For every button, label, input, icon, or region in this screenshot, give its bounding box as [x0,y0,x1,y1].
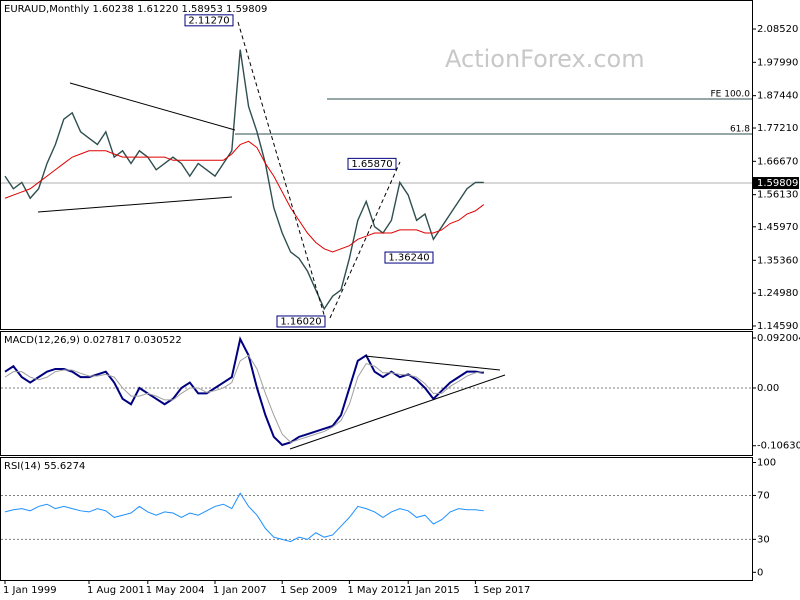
trendline [364,355,501,371]
y-tick-label: 1.35360 [757,255,798,266]
price-label-box [276,315,326,328]
trendline [237,21,326,319]
panel-frame [0,331,753,456]
last-price-box [753,177,799,190]
x-tick-label: 1 May 2012 [347,585,406,596]
panel-title: RSI(14) 55.6274 [4,461,85,472]
price-label: 1.36240 [388,253,429,264]
x-tick-label: 1 Sep 2009 [280,585,337,596]
price-label-box [347,157,397,170]
series-line [4,336,484,447]
x-tick-label: 1 Jan 2007 [213,585,267,596]
price-label: 1.16020 [280,316,321,327]
panel-frame [0,457,753,581]
x-tick-label: 1 Jan 2015 [406,585,460,596]
panel-frame [0,0,753,330]
y-tick-label: 70 [757,490,770,501]
watermark: ActionForex.com [445,45,645,73]
series-line [4,140,485,253]
price-label-box [384,251,434,264]
y-tick-label: 1.97990 [757,57,798,68]
y-tick-label: 100 [757,457,776,468]
series-line [4,49,484,311]
trendline [37,196,233,213]
x-tick-label: 1 Jan 1999 [3,585,57,596]
y-tick-label: 1.56130 [757,190,798,201]
price-label-box [184,14,234,27]
last-price-label: 1.59809 [757,178,798,189]
fib-label: 61.8 [730,125,750,135]
price-label: 1.65870 [351,159,392,170]
trendlines [37,21,506,450]
y-tick-label: 1.87440 [757,91,798,102]
y-tick-label: 1.77210 [757,123,798,134]
y-tick-label: 1.14590 [757,321,798,332]
trendline [329,161,401,319]
x-tick-label: 1 Aug 2001 [87,585,145,596]
y-tick-label: 0.00 [757,383,779,394]
panel-title: EURAUD,Monthly 1.60238 1.61220 1.58953 1… [4,4,267,15]
price-label: 2.11270 [188,15,229,26]
series-line [4,354,484,443]
series-line [4,492,484,543]
x-tick-label: 1 May 2004 [146,585,205,596]
fib-label: FE 100.0 [711,89,751,99]
y-tick-label: 30 [757,534,770,545]
panel-title: MACD(12,26,9) 0.027817 0.030522 [4,335,182,346]
y-tick-label: 2.08520 [757,24,798,35]
y-tick-label: 1.45970 [757,222,798,233]
y-tick-label: 1.66670 [757,156,798,167]
y-tick-label: 1.24980 [757,288,798,299]
y-tick-label: -0.106308 [757,441,800,452]
y-tick-label: 0.092004 [757,333,800,344]
trendline [69,82,236,131]
x-tick-label: 1 Sep 2017 [473,585,530,596]
y-tick-label: 0 [757,567,763,578]
trendline [289,374,506,450]
